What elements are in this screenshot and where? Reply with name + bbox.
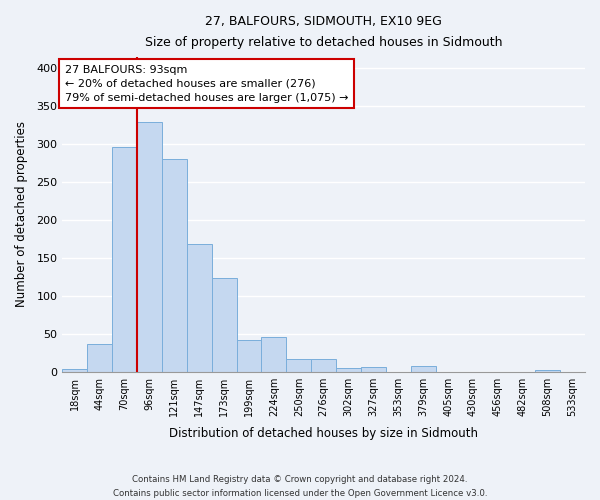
Bar <box>286 359 311 372</box>
Bar <box>112 146 137 372</box>
Title: 27, BALFOURS, SIDMOUTH, EX10 9EG
Size of property relative to detached houses in: 27, BALFOURS, SIDMOUTH, EX10 9EG Size of… <box>145 15 502 49</box>
Bar <box>62 368 87 372</box>
Bar <box>411 366 436 372</box>
Text: 27 BALFOURS: 93sqm
← 20% of detached houses are smaller (276)
79% of semi-detach: 27 BALFOURS: 93sqm ← 20% of detached hou… <box>65 64 349 102</box>
Bar <box>87 344 112 371</box>
Bar <box>535 370 560 372</box>
Bar <box>137 122 162 372</box>
Bar <box>262 337 286 372</box>
X-axis label: Distribution of detached houses by size in Sidmouth: Distribution of detached houses by size … <box>169 427 478 440</box>
Bar <box>236 340 262 372</box>
Bar <box>311 359 336 372</box>
Bar <box>336 368 361 372</box>
Text: Contains HM Land Registry data © Crown copyright and database right 2024.
Contai: Contains HM Land Registry data © Crown c… <box>113 476 487 498</box>
Bar <box>361 367 386 372</box>
Bar <box>212 278 236 372</box>
Y-axis label: Number of detached properties: Number of detached properties <box>15 122 28 308</box>
Bar <box>187 244 212 372</box>
Bar <box>162 160 187 372</box>
